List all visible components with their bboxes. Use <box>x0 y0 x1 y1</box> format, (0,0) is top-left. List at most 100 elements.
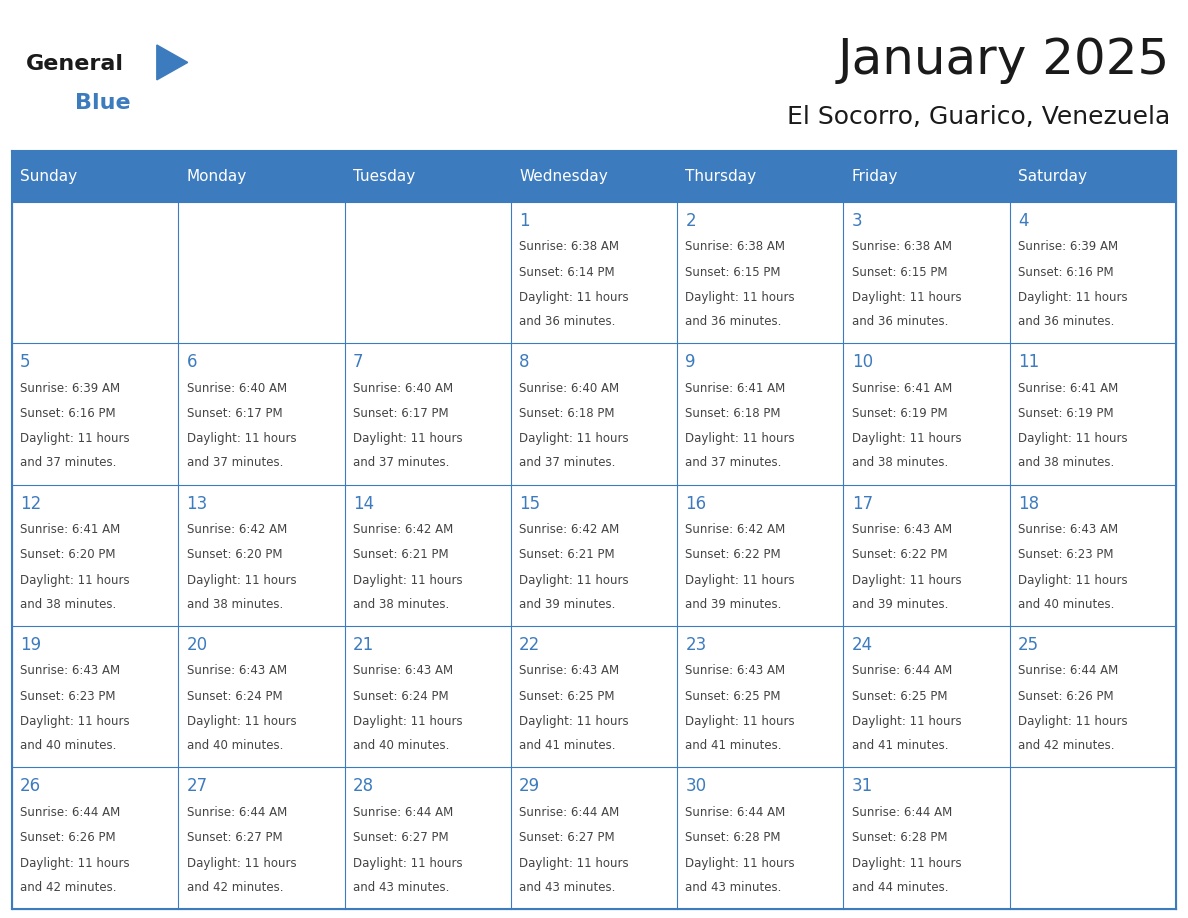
Bar <box>1010 151 1176 202</box>
Text: Saturday: Saturday <box>1018 169 1087 185</box>
Text: Sunrise: 6:43 AM: Sunrise: 6:43 AM <box>519 665 619 677</box>
Text: 23: 23 <box>685 636 707 654</box>
Text: and 43 minutes.: and 43 minutes. <box>353 880 449 893</box>
Text: Sunrise: 6:44 AM: Sunrise: 6:44 AM <box>353 806 453 819</box>
Text: Daylight: 11 hours: Daylight: 11 hours <box>519 574 628 587</box>
Text: 4: 4 <box>1018 212 1029 230</box>
Text: 12: 12 <box>20 495 42 512</box>
Text: Daylight: 11 hours: Daylight: 11 hours <box>353 432 462 445</box>
Text: Daylight: 11 hours: Daylight: 11 hours <box>187 432 296 445</box>
Text: and 36 minutes.: and 36 minutes. <box>685 315 782 328</box>
Text: and 36 minutes.: and 36 minutes. <box>1018 315 1114 328</box>
Text: and 39 minutes.: and 39 minutes. <box>852 598 948 610</box>
Polygon shape <box>157 45 188 80</box>
Bar <box>843 343 1010 485</box>
Text: Daylight: 11 hours: Daylight: 11 hours <box>1018 715 1127 728</box>
Bar <box>511 151 677 202</box>
Text: January 2025: January 2025 <box>838 36 1170 84</box>
Bar <box>843 202 1010 343</box>
Text: 15: 15 <box>519 495 541 512</box>
Bar <box>12 343 178 485</box>
Text: Sunrise: 6:40 AM: Sunrise: 6:40 AM <box>353 382 453 395</box>
Text: Daylight: 11 hours: Daylight: 11 hours <box>519 291 628 304</box>
Bar <box>12 202 178 343</box>
Text: 1: 1 <box>519 212 530 230</box>
Bar <box>511 626 677 767</box>
Text: Daylight: 11 hours: Daylight: 11 hours <box>1018 574 1127 587</box>
Text: 18: 18 <box>1018 495 1040 512</box>
Text: Sunrise: 6:44 AM: Sunrise: 6:44 AM <box>852 806 952 819</box>
Text: Sunrise: 6:43 AM: Sunrise: 6:43 AM <box>353 665 453 677</box>
Text: 5: 5 <box>20 353 31 371</box>
Text: Sunset: 6:16 PM: Sunset: 6:16 PM <box>20 407 115 420</box>
Text: Sunset: 6:23 PM: Sunset: 6:23 PM <box>1018 548 1113 561</box>
Bar <box>178 767 345 909</box>
Text: Sunset: 6:25 PM: Sunset: 6:25 PM <box>685 689 781 702</box>
Text: 25: 25 <box>1018 636 1040 654</box>
Bar <box>1010 626 1176 767</box>
Text: 10: 10 <box>852 353 873 371</box>
Text: and 36 minutes.: and 36 minutes. <box>519 315 615 328</box>
Text: Sunset: 6:15 PM: Sunset: 6:15 PM <box>852 265 947 278</box>
Text: Sunset: 6:22 PM: Sunset: 6:22 PM <box>852 548 947 561</box>
Text: Sunrise: 6:44 AM: Sunrise: 6:44 AM <box>187 806 286 819</box>
Bar <box>843 485 1010 626</box>
Bar <box>178 626 345 767</box>
Text: and 39 minutes.: and 39 minutes. <box>519 598 615 610</box>
Text: 3: 3 <box>852 212 862 230</box>
Text: and 40 minutes.: and 40 minutes. <box>20 739 116 752</box>
Text: Sunrise: 6:42 AM: Sunrise: 6:42 AM <box>519 523 619 536</box>
Text: and 39 minutes.: and 39 minutes. <box>685 598 782 610</box>
Text: Sunset: 6:24 PM: Sunset: 6:24 PM <box>187 689 282 702</box>
Text: Daylight: 11 hours: Daylight: 11 hours <box>685 291 795 304</box>
Text: Daylight: 11 hours: Daylight: 11 hours <box>519 432 628 445</box>
Text: Sunset: 6:17 PM: Sunset: 6:17 PM <box>353 407 448 420</box>
Bar <box>843 767 1010 909</box>
Text: Daylight: 11 hours: Daylight: 11 hours <box>187 715 296 728</box>
Text: Daylight: 11 hours: Daylight: 11 hours <box>852 715 961 728</box>
Text: Sunrise: 6:42 AM: Sunrise: 6:42 AM <box>187 523 286 536</box>
Text: Daylight: 11 hours: Daylight: 11 hours <box>685 856 795 869</box>
Text: Sunset: 6:19 PM: Sunset: 6:19 PM <box>852 407 947 420</box>
Text: Daylight: 11 hours: Daylight: 11 hours <box>852 574 961 587</box>
Text: and 41 minutes.: and 41 minutes. <box>685 739 782 752</box>
Text: and 40 minutes.: and 40 minutes. <box>187 739 283 752</box>
Bar <box>178 151 345 202</box>
Text: Sunrise: 6:42 AM: Sunrise: 6:42 AM <box>353 523 453 536</box>
Text: Sunrise: 6:43 AM: Sunrise: 6:43 AM <box>685 665 785 677</box>
Text: 16: 16 <box>685 495 707 512</box>
Bar <box>677 767 843 909</box>
Text: Sunset: 6:17 PM: Sunset: 6:17 PM <box>187 407 282 420</box>
Bar <box>677 202 843 343</box>
Text: Daylight: 11 hours: Daylight: 11 hours <box>20 574 129 587</box>
Bar <box>345 151 511 202</box>
Bar <box>511 202 677 343</box>
Text: 22: 22 <box>519 636 541 654</box>
Text: Sunrise: 6:42 AM: Sunrise: 6:42 AM <box>685 523 785 536</box>
Text: Thursday: Thursday <box>685 169 757 185</box>
Text: Sunrise: 6:41 AM: Sunrise: 6:41 AM <box>1018 382 1118 395</box>
Text: 9: 9 <box>685 353 696 371</box>
Text: Daylight: 11 hours: Daylight: 11 hours <box>519 715 628 728</box>
Text: Daylight: 11 hours: Daylight: 11 hours <box>852 432 961 445</box>
Text: Sunset: 6:21 PM: Sunset: 6:21 PM <box>519 548 614 561</box>
Text: Sunrise: 6:41 AM: Sunrise: 6:41 AM <box>20 523 120 536</box>
Text: and 42 minutes.: and 42 minutes. <box>20 880 116 893</box>
Text: and 37 minutes.: and 37 minutes. <box>187 456 283 469</box>
Bar <box>677 343 843 485</box>
Bar <box>178 202 345 343</box>
Bar <box>178 485 345 626</box>
Text: 6: 6 <box>187 353 197 371</box>
Text: and 38 minutes.: and 38 minutes. <box>1018 456 1114 469</box>
Text: 7: 7 <box>353 353 364 371</box>
Text: Daylight: 11 hours: Daylight: 11 hours <box>685 715 795 728</box>
Text: Sunset: 6:26 PM: Sunset: 6:26 PM <box>20 831 115 844</box>
Text: Sunrise: 6:44 AM: Sunrise: 6:44 AM <box>519 806 619 819</box>
Text: and 37 minutes.: and 37 minutes. <box>20 456 116 469</box>
Bar <box>178 343 345 485</box>
Text: and 38 minutes.: and 38 minutes. <box>187 598 283 610</box>
Text: Sunrise: 6:38 AM: Sunrise: 6:38 AM <box>852 241 952 253</box>
Text: Daylight: 11 hours: Daylight: 11 hours <box>20 715 129 728</box>
Text: Daylight: 11 hours: Daylight: 11 hours <box>20 856 129 869</box>
Text: 30: 30 <box>685 778 707 795</box>
